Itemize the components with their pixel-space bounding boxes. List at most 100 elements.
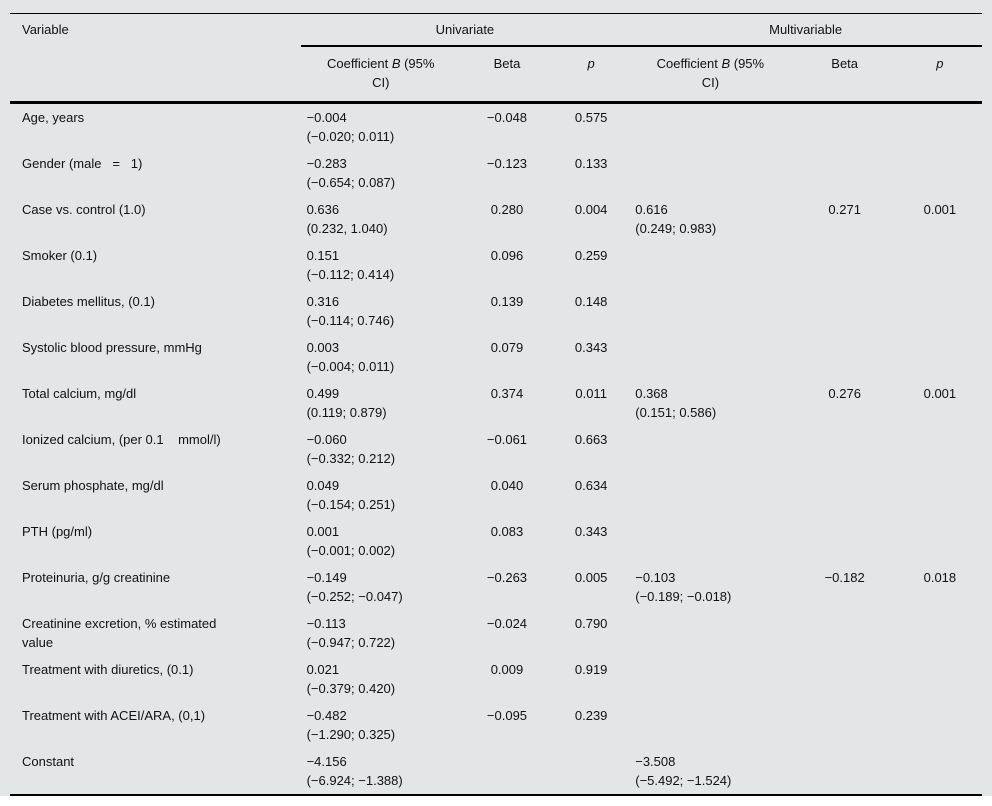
cell-univariate-beta: 0.280 <box>490 202 524 217</box>
cell-univariate-beta: 0.096 <box>490 248 524 263</box>
cell-multivariable-beta <box>792 150 898 196</box>
cell-variable: Constant <box>10 748 301 796</box>
cell-univariate-p: 0.148 <box>574 294 608 309</box>
cell-variable: Ionized calcium, (per 0.1 mmol/l) <box>22 432 221 447</box>
cell-univariate-p: 0.790 <box>574 616 608 631</box>
cell-univariate-beta: −0.263 <box>486 570 528 585</box>
cell-univariate-beta: 0.374 <box>490 386 524 401</box>
cell-multivariable-beta <box>792 288 898 334</box>
cell-univariate-coefficient: 0.499 (0.119; 0.879) <box>306 386 387 420</box>
cell-multivariable-coefficient <box>629 103 791 151</box>
cell-variable: Gender (male = 1) <box>22 156 143 171</box>
coefficient-header-b: B <box>391 56 401 71</box>
coefficient-header-text: Coefficient B (95% CI) <box>649 54 771 92</box>
cell-multivariable-beta <box>792 610 898 656</box>
cell-multivariable-p <box>898 518 982 564</box>
table-row: Creatinine excretion, % estimated value … <box>10 610 982 656</box>
cell-univariate-beta <box>460 748 554 796</box>
cell-variable: PTH (pg/ml) <box>22 524 93 539</box>
cell-variable: Smoker (0.1) <box>22 248 98 263</box>
cell-multivariable-beta <box>792 103 898 151</box>
cell-univariate-coefficient: −0.060 (−0.332; 0.212) <box>306 432 396 466</box>
regression-table: Variable Univariate Multivariable Coeffi… <box>10 13 982 796</box>
cell-univariate-coefficient: 0.021 (−0.379; 0.420) <box>306 662 396 696</box>
cell-univariate-p: 0.133 <box>574 156 608 171</box>
cell-multivariable-coefficient <box>629 656 791 702</box>
cell-multivariable-p: 0.018 <box>923 570 957 585</box>
cell-multivariable-coefficient: 0.368 (0.151; 0.586) <box>635 386 717 420</box>
column-header-uni-beta: Beta <box>460 46 554 104</box>
cell-univariate-coefficient: −0.113 (−0.947; 0.722) <box>306 616 396 650</box>
cell-multivariable-p <box>898 610 982 656</box>
cell-univariate-coefficient: 0.151 (−0.112; 0.414) <box>306 248 395 282</box>
cell-univariate-beta: 0.139 <box>490 294 524 309</box>
cell-univariate-p: 0.919 <box>574 662 608 677</box>
table-row: Ionized calcium, (per 0.1 mmol/l) −0.060… <box>10 426 982 472</box>
table-row: Systolic blood pressure, mmHg 0.003 (−0.… <box>10 334 982 380</box>
cell-multivariable-beta <box>792 242 898 288</box>
cell-multivariable-p: 0.001 <box>923 386 957 401</box>
cell-univariate-coefficient: 0.003 (−0.004; 0.011) <box>306 340 395 374</box>
column-header-multi-beta: Beta <box>791 46 898 104</box>
cell-variable: Diabetes mellitus, (0.1) <box>22 294 155 309</box>
cell-multivariable-p <box>898 288 982 334</box>
cell-univariate-p <box>553 748 630 796</box>
cell-univariate-beta: 0.083 <box>490 524 524 539</box>
cell-univariate-beta: −0.061 <box>486 432 528 447</box>
cell-univariate-beta: −0.048 <box>486 110 528 125</box>
cell-univariate-coefficient: 0.636 (0.232, 1.040) <box>306 202 388 236</box>
cell-multivariable-beta <box>792 334 898 380</box>
cell-multivariable-beta <box>791 748 898 796</box>
table-row: Case vs. control (1.0) 0.636 (0.232, 1.0… <box>10 196 982 242</box>
cell-univariate-beta: 0.009 <box>490 662 524 677</box>
cell-univariate-p: 0.005 <box>574 570 608 585</box>
cell-multivariable-p <box>898 242 982 288</box>
cell-variable: Proteinuria, g/g creatinine <box>22 570 171 585</box>
cell-multivariable-beta <box>792 472 898 518</box>
cell-univariate-p: 0.343 <box>574 340 608 355</box>
cell-univariate-coefficient: 0.001 (−0.001; 0.002) <box>306 524 396 558</box>
cell-multivariable-p: 0.001 <box>923 202 957 217</box>
cell-multivariable-coefficient <box>629 150 791 196</box>
column-header-variable: Variable <box>10 13 301 104</box>
table-row: Smoker (0.1) 0.151 (−0.112; 0.414) 0.096… <box>10 242 982 288</box>
cell-multivariable-coefficient: 0.616 (0.249; 0.983) <box>635 202 717 236</box>
group-header-univariate: Univariate <box>300 13 630 47</box>
p-header-text: p <box>587 56 595 71</box>
cell-univariate-beta: −0.123 <box>486 156 528 171</box>
cell-univariate-p: 0.239 <box>574 708 608 723</box>
cell-multivariable-beta: 0.271 <box>828 202 861 217</box>
cell-multivariable-beta <box>792 702 898 748</box>
cell-multivariable-beta: 0.276 <box>828 386 861 401</box>
cell-multivariable-coefficient: −3.508 (−5.492; −1.524) <box>629 748 792 796</box>
cell-multivariable-p <box>898 702 982 748</box>
cell-multivariable-beta <box>792 426 898 472</box>
cell-univariate-coefficient: −0.004 (−0.020; 0.011) <box>306 110 395 144</box>
cell-univariate-p: 0.343 <box>574 524 608 539</box>
cell-multivariable-p <box>897 748 982 796</box>
cell-multivariable-coefficient <box>629 426 791 472</box>
cell-multivariable-p <box>898 150 982 196</box>
cell-univariate-p: 0.634 <box>574 478 608 493</box>
table-row: Total calcium, mg/dl 0.499 (0.119; 0.879… <box>10 380 982 426</box>
cell-multivariable-p <box>898 103 982 151</box>
cell-univariate-p: 0.259 <box>574 248 608 263</box>
cell-multivariable-beta <box>792 518 898 564</box>
cell-univariate-coefficient: −4.156 (−6.924; −1.388) <box>300 748 461 796</box>
cell-univariate-coefficient: 0.049 (−0.154; 0.251) <box>306 478 396 512</box>
table-row: PTH (pg/ml) 0.001 (−0.001; 0.002) 0.083 … <box>10 518 982 564</box>
coefficient-header-suffix: (95% CI) <box>701 56 765 90</box>
cell-multivariable-p <box>898 656 982 702</box>
cell-univariate-p: 0.011 <box>575 386 607 401</box>
cell-variable: Serum phosphate, mg/dl <box>22 478 164 493</box>
cell-univariate-beta: 0.040 <box>490 478 524 493</box>
table-row: Treatment with ACEI/ARA, (0,1) −0.482 (−… <box>10 702 982 748</box>
table-header: Variable Univariate Multivariable Coeffi… <box>10 13 982 104</box>
cell-multivariable-coefficient <box>629 702 791 748</box>
column-header-multi-p: p <box>897 46 982 104</box>
table-body: Age, years −0.004 (−0.020; 0.011) −0.048… <box>10 103 982 796</box>
cell-univariate-beta: 0.079 <box>490 340 524 355</box>
cell-univariate-beta: −0.095 <box>486 708 528 723</box>
header-sub-row: Coefficient B (95% CI) Beta p Coefficien… <box>10 46 982 104</box>
